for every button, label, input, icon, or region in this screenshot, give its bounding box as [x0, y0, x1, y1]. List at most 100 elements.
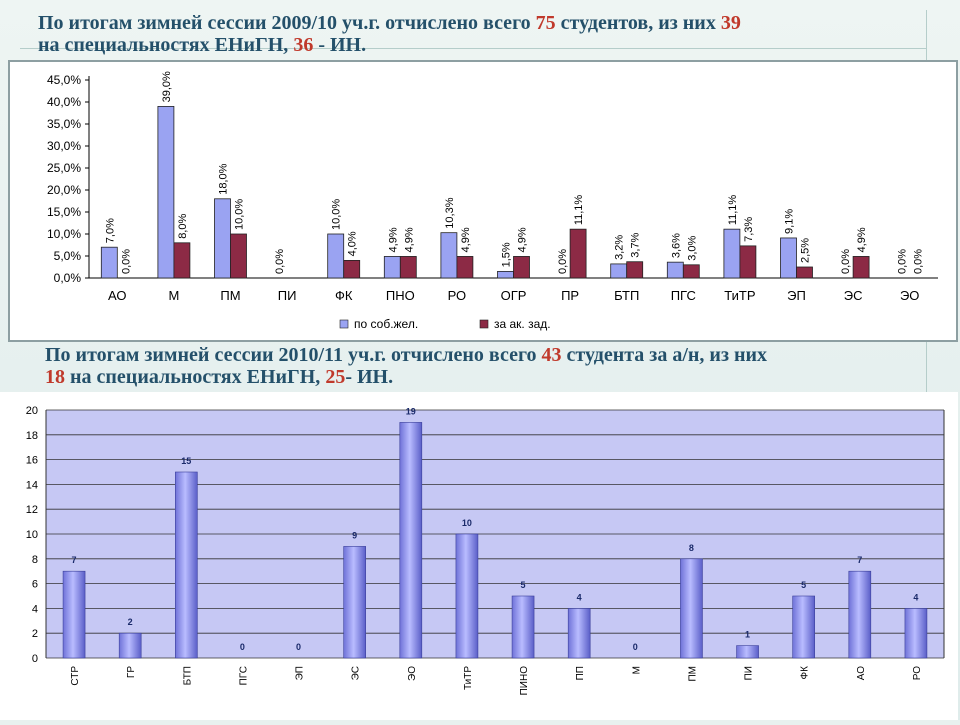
x-tick-label: ТиТР	[724, 288, 755, 303]
data-label: 0,0%	[557, 249, 569, 274]
bar-2010	[736, 645, 759, 659]
data-label: 4,9%	[460, 227, 472, 252]
data-label: 5	[521, 580, 526, 590]
bar-debt	[569, 228, 587, 279]
y-tick-label: 20,0%	[47, 183, 81, 197]
heading-2009-text-3: на специальностях ЕНиГН,	[38, 34, 294, 56]
data-label: 0,0%	[913, 249, 925, 274]
heading-2010: По итогам зимней сессии 2010/11 уч.г. от…	[45, 344, 767, 388]
x-tick-label: ЭП	[295, 666, 306, 680]
heading-2010-total: 43	[541, 344, 562, 366]
x-tick-label: ПИ	[278, 288, 297, 303]
bar-2010	[175, 471, 198, 659]
x-tick-label: ЭС	[844, 288, 863, 303]
heading-2009-text-1: По итогам зимней сессии 2009/10 уч.г. от…	[38, 12, 536, 34]
bar-2010	[62, 570, 86, 659]
y-tick-label: 40,0%	[47, 95, 81, 109]
bar-2010	[904, 608, 928, 659]
bar-debt	[456, 256, 474, 279]
y-tick-label: 30,0%	[47, 139, 81, 153]
bar-own	[497, 270, 514, 279]
x-tick-label: АО	[856, 666, 867, 680]
data-label: 10,0%	[234, 199, 246, 230]
data-label: 0,0%	[897, 249, 909, 274]
y-tick-label: 0,0%	[54, 271, 82, 285]
data-label: 2	[128, 617, 133, 627]
y-tick-label: 2	[32, 628, 38, 640]
bar-debt	[682, 264, 700, 279]
legend-swatch-own	[339, 319, 349, 329]
data-label: 11,1%	[727, 195, 739, 226]
y-tick-label: 20	[26, 405, 38, 417]
bar-2010	[848, 570, 872, 659]
bar-debt	[343, 259, 361, 279]
x-tick-label: ФК	[800, 666, 811, 680]
data-label: 0	[633, 642, 638, 652]
y-tick-label: 18	[26, 430, 38, 442]
bar-2010	[343, 546, 366, 659]
bar-own	[723, 228, 741, 279]
data-label: 9	[352, 530, 357, 540]
bar-own	[383, 256, 401, 279]
legend-label-debt: за ак. зад.	[494, 317, 551, 331]
y-tick-label: 35,0%	[47, 117, 81, 131]
data-label: 7,3%	[743, 217, 755, 242]
chart-2009: 0,0% 5,0% 10,0% 15,0% 20,0% 25,0% 30,0% 35,0% 40…	[47, 71, 938, 331]
bar-2010	[399, 422, 423, 659]
chart-2009-panel: 0,0% 5,0% 10,0% 15,0% 20,0% 25,0% 30,0% 35,0% 40…	[8, 60, 958, 342]
x-tick-label: ПГС	[238, 666, 249, 685]
bar-2010	[118, 632, 142, 659]
y-tick-label: 5,0%	[54, 249, 82, 263]
bar-own	[440, 232, 458, 279]
data-label: 3,2%	[614, 235, 626, 260]
data-label: 4,9%	[856, 227, 868, 252]
bar-own	[610, 263, 628, 279]
data-label: 39,0%	[161, 71, 173, 102]
bar-own	[666, 261, 684, 279]
x-tick-label: БТП	[182, 666, 193, 685]
heading-2009-in-count: 36	[293, 34, 314, 56]
data-label: 10	[462, 518, 472, 528]
data-label: 0	[296, 642, 301, 652]
data-label: 8	[689, 543, 694, 553]
x-tick-label: ПР	[561, 288, 579, 303]
legend-label-own: по соб.жел.	[354, 317, 418, 331]
heading-2009-text-4: - ИН.	[313, 34, 367, 56]
bar-own	[327, 233, 345, 279]
y-tick-label: 25,0%	[47, 161, 81, 175]
bar-debt	[796, 266, 813, 279]
x-tick-label: АО	[108, 288, 127, 303]
frame-line	[20, 48, 926, 49]
x-tick-label: М	[168, 288, 179, 303]
x-tick-label: ПИ	[744, 666, 755, 680]
data-label: 1	[745, 630, 750, 640]
bar-debt	[173, 242, 191, 279]
chart-2010: 024681012141618207СТР2ГР15БТП0ПГС0ЭП9ЭС1…	[26, 405, 945, 695]
x-tick-label: ФК	[335, 288, 353, 303]
x-tick-label: ЭО	[900, 288, 919, 303]
data-label: 10,0%	[331, 199, 343, 230]
data-label: 11,1%	[573, 195, 585, 226]
bar-own	[780, 237, 797, 279]
data-label: 3,6%	[670, 233, 682, 258]
chart-2010-panel: 0 2 4 6 8 10 12 14 16 18 20 7 СТР 2 ГР 15 БТП 0 ПГС 0 ЭП 9 ЭС 1…	[0, 392, 958, 720]
bar-debt	[513, 256, 530, 279]
data-label: 0,0%	[840, 249, 852, 274]
bar-debt	[230, 233, 247, 279]
x-tick-label: ПМ	[220, 288, 240, 303]
data-label: 8,0%	[177, 214, 189, 239]
bar-2010	[792, 595, 815, 659]
data-label: 15	[181, 456, 191, 466]
x-tick-label: ПП	[575, 666, 586, 680]
data-label: 0,0%	[120, 249, 132, 274]
bar-own	[214, 198, 231, 279]
data-label: 7	[857, 555, 862, 565]
data-label: 4,9%	[387, 227, 399, 252]
data-label: 10,3%	[444, 197, 456, 228]
bar-debt	[739, 245, 757, 279]
bar-2010	[455, 533, 479, 659]
data-label: 18,0%	[218, 163, 230, 194]
data-label: 9,1%	[784, 209, 796, 234]
x-tick-label: ГР	[126, 666, 137, 678]
y-tick-label: 6	[32, 579, 38, 591]
